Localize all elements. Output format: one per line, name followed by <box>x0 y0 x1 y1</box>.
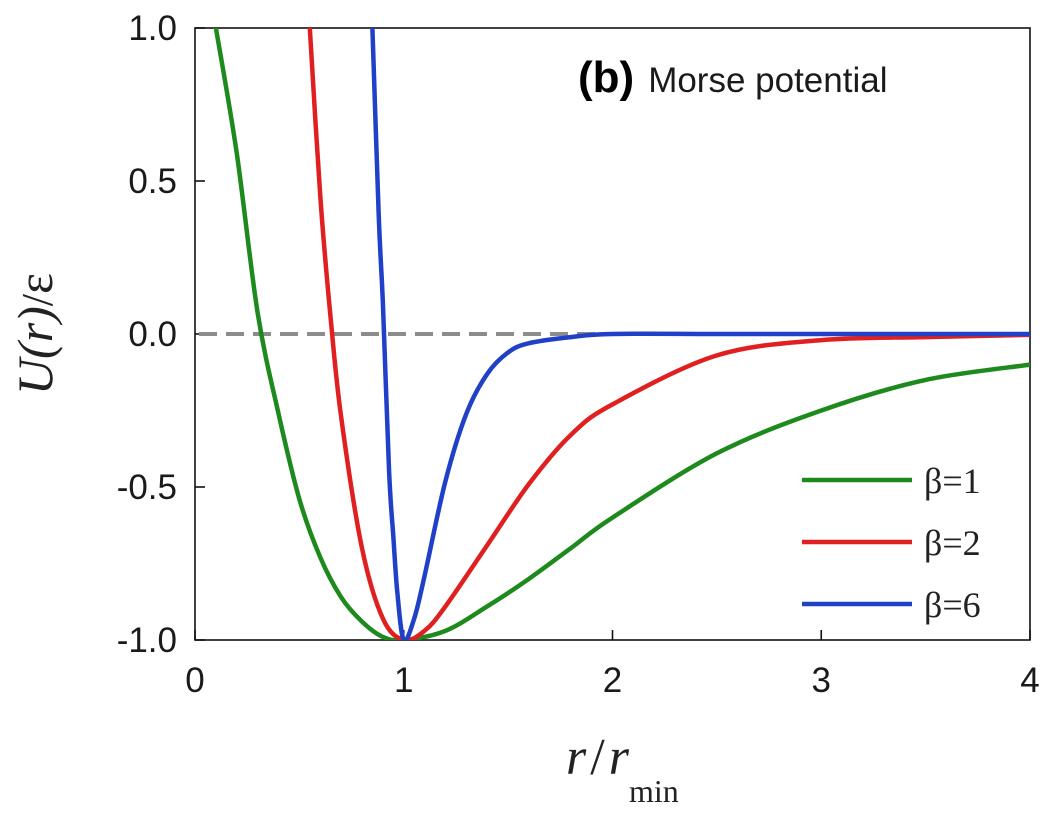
panel-label: (b) <box>578 53 634 102</box>
y-tick-label: 1.0 <box>128 9 177 48</box>
legend: β=1 β=2 β=6 <box>802 461 981 625</box>
x-axis-label-slash: / <box>590 729 605 786</box>
y-axis-label-main: U(r) <box>7 306 63 395</box>
legend-label-beta-6: β=6 <box>924 585 981 625</box>
y-tick-label: 0.5 <box>128 162 177 201</box>
x-tick-label: 4 <box>1020 661 1039 700</box>
chart-title: (b) Morse potential <box>578 53 887 102</box>
x-tick-label: 2 <box>603 661 622 700</box>
x-axis-label-sub: min <box>629 773 679 809</box>
series-line-beta-1 <box>213 28 1030 640</box>
y-tick-label: -1.0 <box>117 621 177 660</box>
series-line-beta-2 <box>307 28 1030 640</box>
x-axis-label-sub-main: r <box>609 729 630 786</box>
series-line-beta-6 <box>370 28 1030 640</box>
y-tick-label: -0.5 <box>117 468 177 507</box>
legend-label-beta-2: β=2 <box>924 523 981 563</box>
series-lines <box>213 28 1030 640</box>
y-axis-ticks: -1.0 -0.5 0.0 0.5 1.0 <box>117 9 205 660</box>
y-axis-label-slash: / <box>13 293 62 306</box>
y-tick-label: 0.0 <box>128 315 177 354</box>
legend-label-beta-1: β=1 <box>924 461 981 501</box>
x-axis-label: r/rmin <box>566 729 679 809</box>
x-tick-label: 0 <box>185 661 204 700</box>
chart-title-text: Morse potential <box>648 61 887 100</box>
y-axis-label: U(r)/ε <box>7 273 63 395</box>
x-tick-label: 3 <box>812 661 831 700</box>
x-tick-label: 1 <box>394 661 413 700</box>
x-axis-label-main: r <box>566 729 587 786</box>
x-axis-ticks: 0 1 2 3 4 <box>185 630 1040 700</box>
y-axis-label-unit: ε <box>7 273 63 294</box>
